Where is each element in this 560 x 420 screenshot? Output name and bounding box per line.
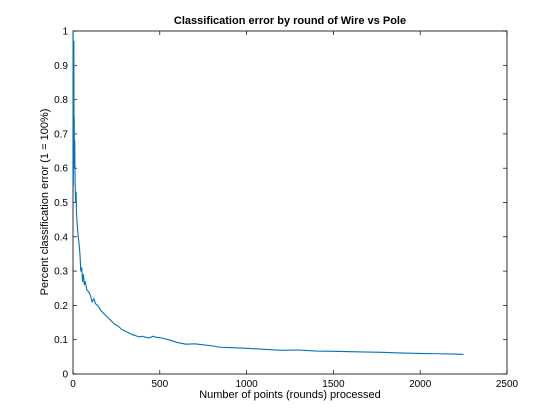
y-tick-label: 0.8 <box>54 95 68 106</box>
y-tick-label: 0 <box>62 370 68 381</box>
y-tick-label: 0.3 <box>54 267 68 278</box>
series-line <box>72 30 464 355</box>
series-group <box>72 30 464 355</box>
x-tick-label: 1500 <box>322 379 345 390</box>
x-tick-label: 500 <box>151 379 168 390</box>
chart-title: Classification error by round of Wire vs… <box>174 15 406 27</box>
x-tick-label: 0 <box>70 379 76 390</box>
x-tick-label: 2000 <box>409 379 432 390</box>
x-axis-label: Number of points (rounds) processed <box>199 389 381 401</box>
y-tick-label: 0.1 <box>54 335 68 346</box>
y-tick-label: 0.7 <box>54 129 68 140</box>
y-tick-label: 0.2 <box>54 301 68 312</box>
x-tick-label: 1000 <box>235 379 258 390</box>
y-tick-label: 1 <box>62 27 68 38</box>
axis-ticks: 0 500 1000 1500 2000 2500 0 0.1 0.2 0.3 0.4 0.5 0.6 0… <box>54 27 518 391</box>
plot-frame <box>72 30 508 375</box>
y-tick-label: 0.6 <box>54 164 68 175</box>
y-axis-label: Percent classification error (1 = 100%) <box>39 109 51 296</box>
x-tick-label: 2500 <box>496 379 519 390</box>
y-tick-label: 0.4 <box>54 232 68 243</box>
y-tick-label: 0.5 <box>54 198 68 209</box>
y-tick-label: 0.9 <box>54 61 68 72</box>
